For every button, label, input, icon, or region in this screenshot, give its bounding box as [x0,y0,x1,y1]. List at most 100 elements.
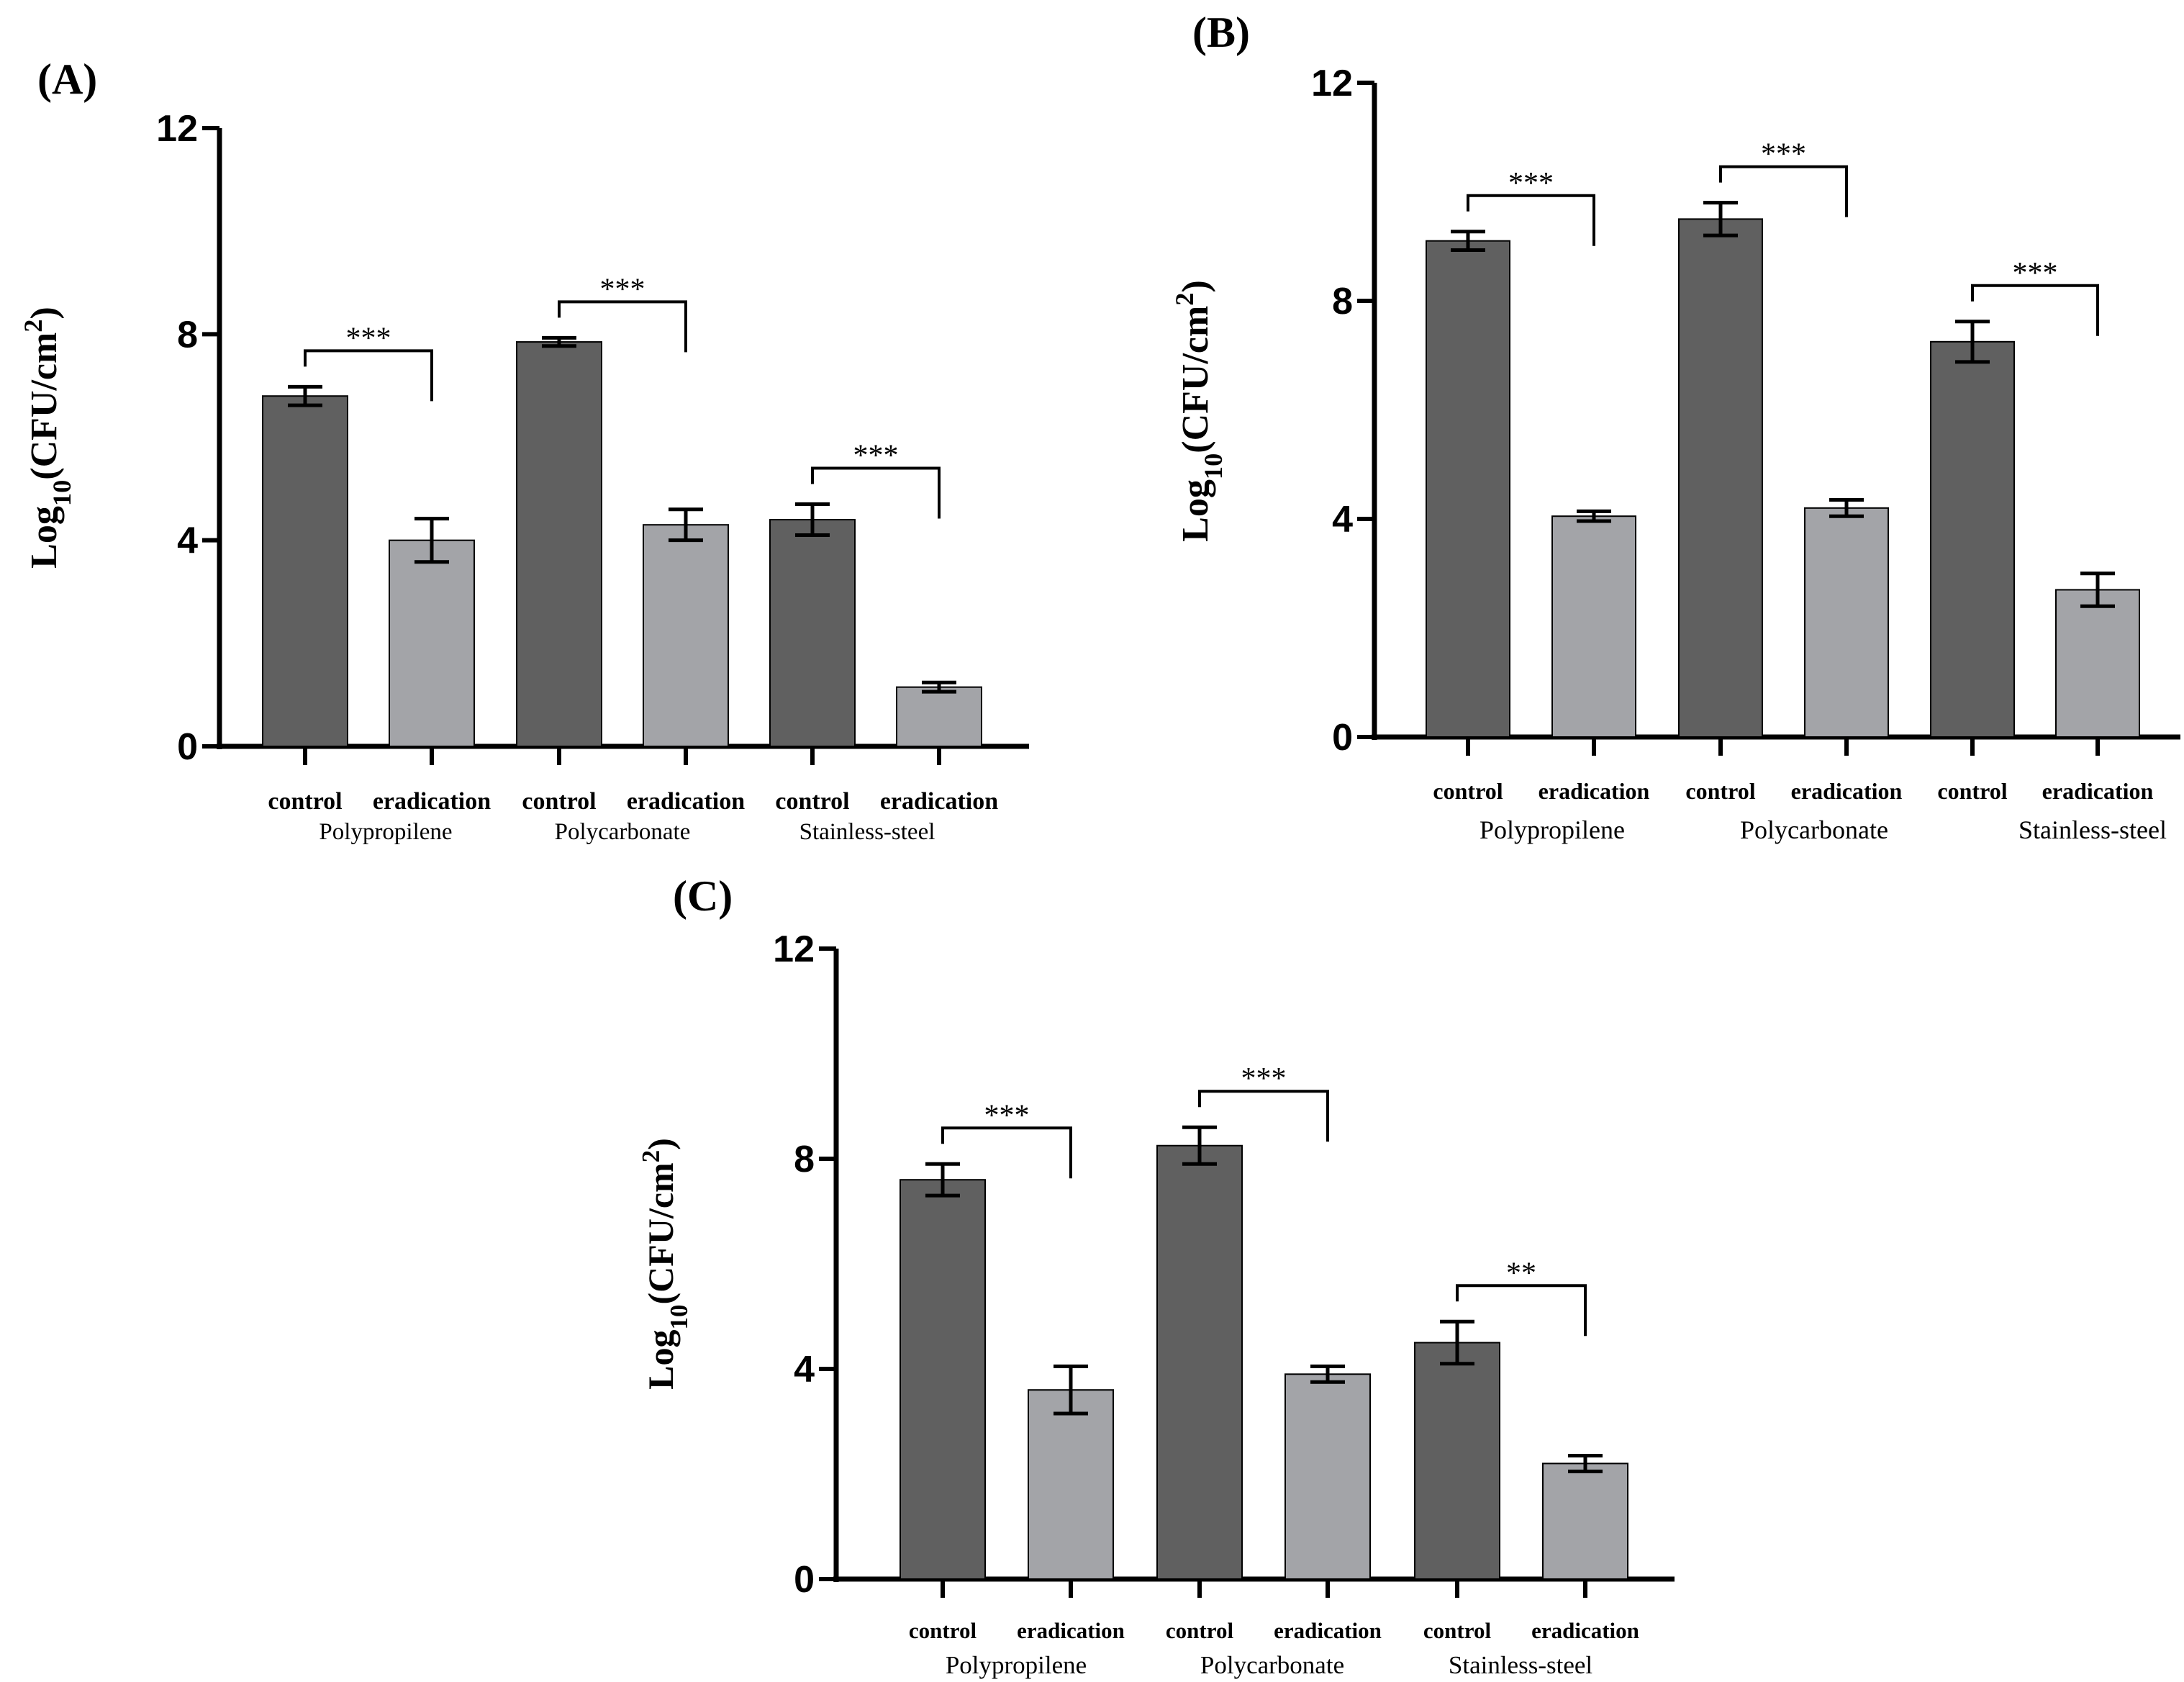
y-axis-label-close: ) [1175,280,1216,292]
y-tick-label: 0 [1332,717,1353,759]
y-axis-label-unit: (CFU/cm [640,1162,681,1304]
significance-bracket [1456,1284,1587,1337]
x-tick-label: eradication [1539,778,1650,804]
x-tick-label: control [1166,1618,1234,1643]
x-tick-label: control [909,1618,977,1643]
y-tick-label: 4 [1332,499,1353,541]
panel-label: (B) [1192,9,1250,56]
bar-control [1156,1144,1243,1580]
y-axis-label: Log10(CFU/cm2) [1170,280,1228,542]
significance-bracket [1971,284,2099,336]
y-axis-label-unit: (CFU/cm [1175,306,1216,453]
group-label: Polycarbonate [1740,815,1888,844]
group-label: Stainless-steel [2018,815,2167,844]
significance-label: *** [1241,1062,1287,1095]
group-label: Polypropilene [946,1651,1087,1679]
y-axis-label: Log10(CFU/cm2) [637,1138,693,1390]
x-tick-label: control [522,788,596,815]
bar-control [1930,340,2015,738]
bar-control [1426,240,1510,738]
significance-label: *** [2013,257,2058,290]
y-axis-label-main: Log [640,1329,681,1389]
y-tick-label: 12 [1311,63,1353,104]
bar-eradication [1542,1462,1628,1581]
panel-2: (C) 0 4 8 12 Log10(CFU/cm2) control eradication… [637,872,1675,1679]
y-axis-label-sup: 2 [19,320,47,333]
panel-label: (A) [37,55,97,103]
group-label: Stainless-steel [1449,1651,1593,1679]
bar-eradication [1284,1373,1371,1581]
x-tick-label: control [1433,778,1503,804]
group-label: Stainless-steel [799,819,935,845]
y-axis-label: Log10(CFU/cm2) [19,307,76,569]
y-tick-label: 8 [177,314,198,356]
y-axis-label-close: ) [24,307,65,319]
y-axis-label-main: Log [24,506,65,569]
y-axis-label-sup: 2 [637,1150,665,1163]
y-axis-label-sup: 2 [1170,293,1199,306]
bar-eradication [896,686,982,747]
bar-control [900,1179,986,1580]
x-tick-label: eradication [1274,1618,1382,1643]
bar-control [262,395,348,747]
x-tick-label: control [268,788,342,815]
significance-label: *** [984,1099,1030,1132]
x-tick-label: control [1937,778,2007,804]
bar-control [1414,1342,1500,1580]
significance-label: *** [1508,167,1554,200]
y-tick-label: 8 [794,1139,815,1180]
panel-label: (C) [673,872,733,920]
x-tick-label: control [775,788,849,815]
significance-bracket [811,466,941,519]
bar-eradication [2055,589,2140,738]
significance-bracket [1467,194,1595,246]
group-label: Polycarbonate [555,819,691,845]
significance-label: ** [1506,1257,1536,1290]
significance-bracket [941,1126,1072,1179]
x-tick-label: control [1685,778,1755,804]
bar-eradication [1028,1389,1114,1580]
significance-label: *** [853,440,899,473]
y-tick-label: 8 [1332,281,1353,322]
bar-control [516,341,602,747]
y-tick-label: 0 [177,726,198,768]
significance-bracket [558,300,687,353]
y-axis-label-sub: 10 [47,480,76,506]
bar-eradication [1804,507,1889,738]
x-tick-label: eradication [2042,778,2154,804]
bar-eradication [389,539,475,748]
bar-eradication [643,524,729,747]
significance-bracket [1198,1090,1329,1142]
y-tick-label: 4 [794,1349,815,1391]
significance-bracket [304,349,433,402]
y-tick-label: 12 [156,108,198,150]
group-label: Polycarbonate [1200,1651,1344,1679]
x-tick-label: control [1423,1618,1492,1643]
x-tick-label: eradication [373,788,491,815]
group-label: Polypropilene [319,819,452,845]
y-axis-label-sub: 10 [1199,453,1228,479]
group-label: Polypropilene [1480,815,1625,844]
significance-label: *** [1761,138,1806,171]
x-tick-label: eradication [1791,778,1903,804]
panel-1: (B) 0 4 8 12 Log10(CFU/cm2) control eradication… [1170,9,2180,844]
x-tick-label: eradication [880,788,998,815]
y-axis-label-sub: 10 [665,1304,693,1329]
y-tick-label: 12 [773,928,815,970]
y-tick-label: 4 [177,520,198,562]
y-axis-label-unit: (CFU/cm [24,333,65,480]
significance-label: *** [346,322,391,355]
x-tick-label: eradication [1017,1618,1125,1643]
y-axis-label-main: Log [1175,479,1216,542]
bar-control [769,519,856,747]
significance-label: *** [600,273,645,306]
y-tick-label: 0 [794,1559,815,1601]
x-tick-label: eradication [1531,1618,1639,1643]
bar-control [1678,218,1763,738]
x-tick-label: eradication [627,788,745,815]
bar-eradication [1551,515,1636,738]
y-axis-label-close: ) [640,1138,681,1150]
significance-bracket [1719,165,1848,217]
panel-0: (A) 0 4 8 12 Log10(CFU/cm2) control eradication… [19,55,1029,845]
